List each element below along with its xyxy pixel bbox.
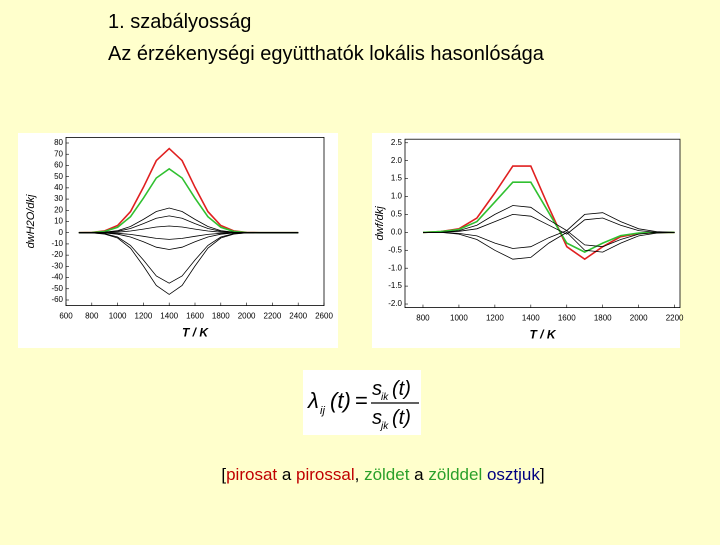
y-tick-label: 60 [54, 161, 63, 170]
formula-text: ij [320, 405, 325, 417]
caption-segment: [ [221, 465, 226, 484]
series-line [423, 213, 675, 235]
y-tick-label: 2.5 [391, 138, 403, 147]
y-tick-label: -50 [51, 284, 63, 293]
caption: [pirosat a pirossal, zöldet a zölddel os… [221, 465, 544, 484]
x-tick-label: 1200 [486, 314, 504, 323]
x-tick-label: 1800 [212, 312, 230, 321]
formula-text: = [355, 388, 368, 413]
y-tick-label: 0.5 [391, 210, 403, 219]
x-tick-label: 2200 [264, 312, 282, 321]
caption-segment: , [355, 465, 364, 484]
formula-text: (t) [392, 407, 411, 429]
y-tick-label: 0.0 [391, 227, 403, 236]
y-tick-label: 1.5 [391, 174, 403, 183]
formula-text: s [372, 407, 382, 429]
y-tick-label: 0 [59, 228, 64, 237]
y-tick-label: -1.5 [388, 281, 402, 290]
series-line [423, 231, 675, 260]
y-tick-label: -20 [51, 250, 63, 259]
y-axis-label: dwf/dkj [374, 206, 386, 241]
y-tick-label: 10 [54, 217, 63, 226]
y-tick-label: 30 [54, 194, 63, 203]
x-tick-label: 2200 [666, 314, 684, 323]
x-tick-label: 1400 [160, 312, 178, 321]
formula-text: jk [379, 421, 389, 432]
caption-segment: ] [540, 465, 545, 484]
caption-segment: pirosat [226, 465, 277, 484]
series-line [423, 205, 675, 233]
x-tick-label: 600 [59, 312, 73, 321]
x-tick-label: 1200 [135, 312, 153, 321]
caption-segment: a [277, 465, 296, 484]
x-tick-label: 1000 [109, 312, 127, 321]
caption-segment: zölddel [428, 465, 482, 484]
x-tick-label: 1400 [522, 314, 540, 323]
title-line: Az érzékenységi együtthatók lokális haso… [108, 43, 545, 65]
x-tick-label: 800 [85, 312, 99, 321]
x-axis-label: T / K [182, 326, 209, 340]
y-axis-label: dwH2O/dkj [25, 194, 37, 248]
y-tick-label: -40 [51, 273, 63, 282]
y-tick-label: 1.0 [391, 192, 403, 201]
x-tick-label: 2000 [630, 314, 648, 323]
caption-segment: zöldet [364, 465, 410, 484]
y-tick-label: 20 [54, 205, 63, 214]
x-tick-label: 1600 [186, 312, 204, 321]
caption-segment: a [409, 465, 428, 484]
y-tick-label: 50 [54, 172, 63, 181]
series-line [78, 232, 299, 295]
formula-text: (t) [392, 378, 411, 400]
formula-text: s [372, 378, 382, 400]
y-tick-label: -60 [51, 295, 63, 304]
x-tick-label: 1000 [450, 314, 468, 323]
formula-text: ik [381, 392, 389, 403]
plot-frame [404, 138, 681, 308]
caption-segment: pirossal [296, 465, 355, 484]
x-tick-label: 2000 [238, 312, 256, 321]
chart-panel [372, 133, 680, 348]
formula: λ ij (t) = s ik (t) s jk (t) [307, 378, 419, 432]
y-tick-label: -10 [51, 239, 63, 248]
y-tick-label: -30 [51, 261, 63, 270]
y-tick-label: -1.0 [388, 263, 402, 272]
caption-segment: osztjuk [487, 465, 540, 484]
title-line: 1. szabályosság [108, 11, 251, 33]
y-tick-label: 2.0 [391, 156, 403, 165]
x-tick-label: 2400 [289, 312, 307, 321]
formula-text: λ [307, 388, 319, 413]
y-tick-label: -0.5 [388, 245, 402, 254]
y-tick-label: 40 [54, 183, 63, 192]
x-axis-label: T / K [530, 328, 557, 342]
y-tick-label: -2.0 [388, 299, 402, 308]
series-line [423, 230, 675, 249]
x-tick-label: 1800 [594, 314, 612, 323]
y-tick-label: 80 [54, 138, 63, 147]
y-tick-label: 70 [54, 149, 63, 158]
series-line [422, 181, 675, 253]
formula-text: (t) [330, 388, 351, 413]
x-tick-label: 2600 [315, 312, 333, 321]
chart-panel [18, 133, 338, 348]
x-tick-label: 1600 [558, 314, 576, 323]
x-tick-label: 800 [416, 314, 430, 323]
